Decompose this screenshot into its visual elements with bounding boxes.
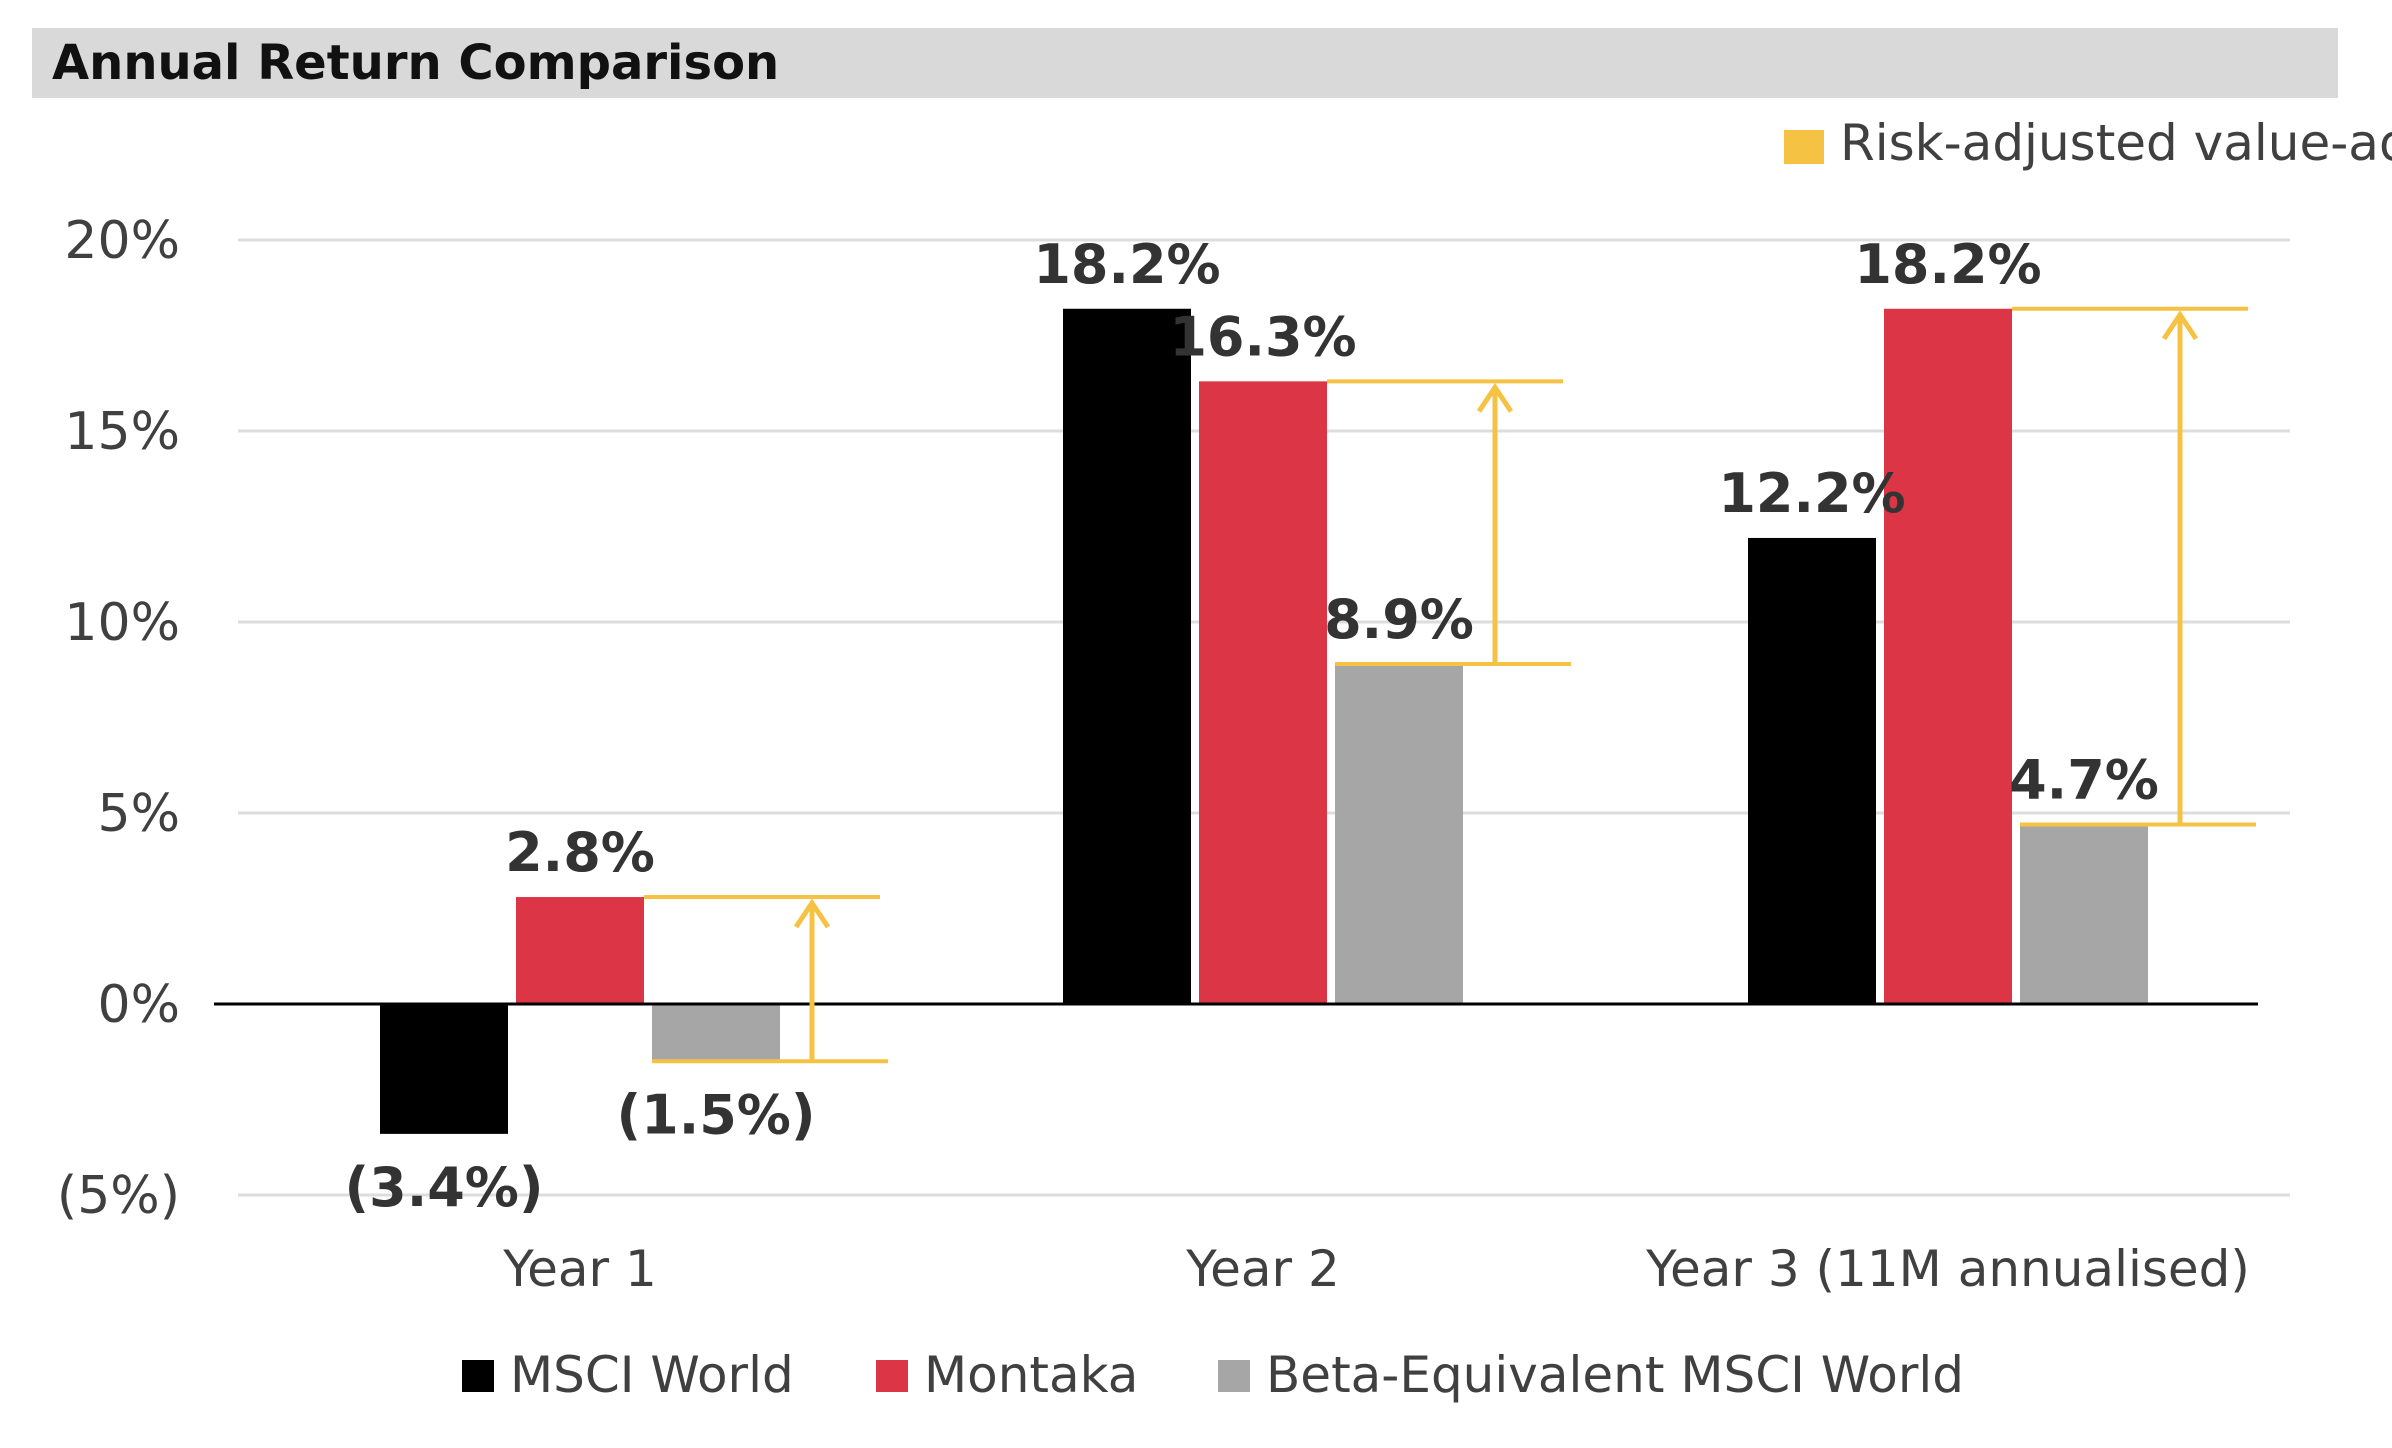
y-tick-label: 20% (64, 211, 180, 271)
data-label: (1.5%) (616, 1083, 815, 1146)
legend-swatch (876, 1360, 908, 1392)
data-label: (3.4%) (344, 1156, 543, 1219)
legend-swatch (1218, 1360, 1250, 1392)
title-bar: Annual Return Comparison (32, 28, 2338, 98)
data-label: 12.2% (1718, 462, 1905, 525)
data-label: 18.2% (1033, 233, 1220, 296)
bar (380, 1004, 508, 1134)
data-label: 16.3% (1169, 305, 1356, 368)
bar (1335, 664, 1463, 1004)
value-add-arrow-head (2161, 310, 2199, 341)
data-label: 4.7% (2009, 748, 2159, 811)
bar (652, 1004, 780, 1062)
legend-label: MSCI World (510, 1346, 794, 1404)
y-tick-label: 15% (64, 402, 180, 462)
bar (1199, 381, 1327, 1005)
bar (516, 897, 644, 1004)
legend-label: Montaka (924, 1346, 1138, 1404)
bar (1748, 537, 1876, 1004)
legend-label: Beta-Equivalent MSCI World (1266, 1346, 1964, 1404)
bar (2020, 824, 2148, 1004)
y-tick-label: 0% (98, 975, 181, 1035)
chart-title: Annual Return Comparison (52, 35, 780, 91)
x-category-label: Year 2 (1185, 1240, 1340, 1298)
value-add-legend-label: Risk-adjusted value-add (1840, 114, 2392, 172)
y-tick-label: (5%) (57, 1166, 180, 1226)
y-tick-label: 10% (64, 593, 180, 653)
x-category-label: Year 1 (502, 1240, 657, 1298)
data-label: 2.8% (505, 821, 655, 884)
value-add-arrow-head (1476, 382, 1514, 413)
x-category-label: Year 3 (11M annualised) (1645, 1240, 2250, 1298)
bar (1884, 308, 2012, 1004)
data-label: 8.9% (1324, 588, 1474, 651)
legend-swatch (462, 1360, 494, 1392)
y-tick-label: 5% (98, 784, 181, 844)
data-label: 18.2% (1854, 233, 2041, 296)
value-add-legend-swatch (1784, 130, 1824, 164)
bar (1063, 308, 1191, 1004)
value-add-arrow-head (793, 898, 831, 929)
